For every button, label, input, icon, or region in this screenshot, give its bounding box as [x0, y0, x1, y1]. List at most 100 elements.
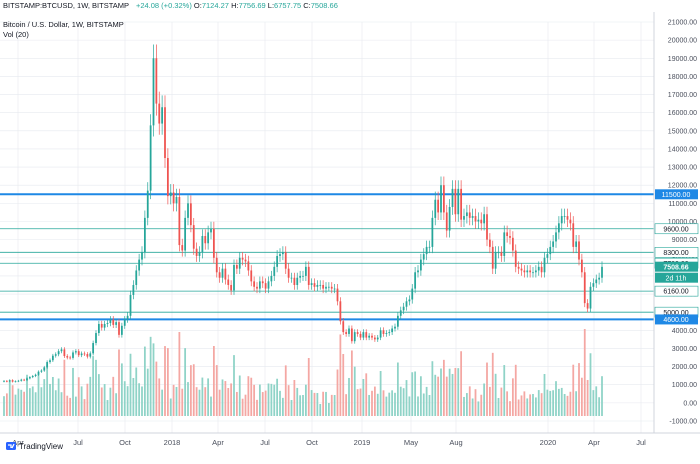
time-axis[interactable]: Apr Jul Oct 2018 Apr Jul Oct 2019 May Aug 2020 Apr J…: [12, 438, 646, 447]
candle-body: [40, 370, 43, 372]
candle-body: [543, 257, 546, 273]
y-tick-label: 0.00: [683, 400, 697, 407]
candle-body: [310, 283, 313, 285]
x-tick-label: Apr: [588, 438, 600, 447]
volume-bar: [483, 383, 486, 416]
volume-bar: [17, 388, 20, 416]
price-axis[interactable]: 21000.00 20000.00 19000.00 18000.00 17000.00…: [668, 20, 697, 426]
volume-indicator-label[interactable]: Vol (20): [3, 30, 29, 39]
candle-body: [57, 351, 60, 355]
volume-bar: [169, 398, 172, 416]
volume-bar: [440, 368, 442, 416]
candle-body: [583, 272, 586, 304]
volume-bar: [100, 387, 103, 416]
candle-body: [442, 185, 445, 213]
candle-body: [97, 323, 100, 334]
volume-bar: [80, 386, 83, 416]
y-tick-label: 17000.00: [668, 92, 697, 99]
symbol-legend[interactable]: BITSTAMP:BTCUSD, 1W, BITSTAMP +24.08 (+0…: [3, 1, 338, 11]
candle-body: [51, 355, 54, 361]
volume-bar: [281, 397, 284, 416]
tradingview-logo-text: TradingView: [19, 441, 64, 451]
volume-bar: [109, 387, 112, 416]
candle-body: [471, 216, 474, 218]
volume-bar: [72, 367, 74, 416]
y-tick-label: 2000.00: [672, 364, 697, 371]
candle-body: [273, 266, 276, 276]
candle-body: [529, 270, 532, 273]
candle-body: [115, 322, 118, 325]
chart-title: Bitcoin / U.S. Dollar, 1W, BITSTAMP: [3, 20, 124, 29]
candle-body: [440, 185, 442, 213]
volume-bar: [327, 403, 330, 416]
candle-body: [434, 199, 437, 218]
volume-bar: [339, 334, 342, 416]
level-tag: [654, 285, 699, 297]
y-tick-label: 13000.00: [668, 165, 697, 172]
volume-bar: [287, 385, 290, 416]
candle-body: [391, 328, 394, 333]
candle-body: [250, 270, 253, 282]
candle-body: [385, 333, 388, 334]
volume-bar: [448, 368, 451, 416]
volume-bar: [34, 392, 37, 416]
tradingview-logo[interactable]: TradingView: [6, 441, 63, 451]
volume-bar: [417, 396, 419, 416]
price-candles: [3, 44, 603, 383]
volume-bar: [115, 393, 118, 416]
candle-body: [532, 272, 534, 274]
volume-bar: [149, 336, 152, 416]
candle-body: [14, 381, 17, 383]
volume-bar: [273, 384, 276, 416]
volume-bar: [437, 376, 440, 416]
candle-body: [26, 378, 28, 381]
candle-body: [425, 246, 428, 255]
x-tick-label: Jul: [260, 438, 270, 447]
candle-body: [486, 214, 488, 240]
volume-bar: [276, 378, 279, 416]
candle-body: [293, 277, 296, 285]
volume-bar: [468, 386, 471, 416]
candle-body: [500, 252, 503, 256]
volume-bar: [164, 346, 166, 416]
candle-body: [155, 58, 158, 104]
volume-bar: [359, 388, 362, 416]
candle-body: [592, 283, 595, 287]
volume-bar: [325, 391, 327, 416]
volume-bar: [37, 374, 40, 416]
volume-bar: [97, 374, 100, 416]
candle-body: [290, 277, 293, 279]
level-tag-label: 9600.00: [663, 226, 688, 233]
candle-body: [526, 270, 529, 273]
candle-body: [138, 259, 141, 271]
candle-body: [112, 319, 115, 325]
candle-body: [451, 188, 454, 207]
volume-bar: [586, 380, 589, 416]
candle-body: [28, 377, 31, 379]
candle-body: [350, 328, 353, 342]
volume-bar: [517, 399, 520, 416]
volume-bar: [506, 391, 509, 416]
candle-body: [230, 284, 233, 291]
volume-bar: [57, 378, 60, 416]
candle-body: [126, 315, 129, 320]
candle-body: [491, 246, 494, 269]
volume-bar: [187, 382, 189, 416]
volume-bar: [595, 386, 598, 416]
candle-body: [172, 192, 175, 204]
candle-body: [158, 103, 161, 124]
candle-body: [109, 319, 112, 324]
price-tags: 11500.009600.008300.007700.006160.005000…: [654, 189, 699, 325]
symbol-label[interactable]: BITSTAMP:BTCUSD, 1W, BITSTAMP: [3, 1, 129, 10]
volume-bar: [112, 376, 115, 416]
open-value: 7124.27: [201, 1, 229, 10]
volume-bar: [520, 395, 523, 416]
x-tick-label: Jul: [636, 438, 646, 447]
volume-bar: [118, 349, 120, 416]
volume-bar: [566, 395, 569, 416]
horizontal-level-lines: [0, 193, 654, 321]
volume-bar: [304, 384, 307, 416]
volume-bar: [532, 394, 534, 416]
